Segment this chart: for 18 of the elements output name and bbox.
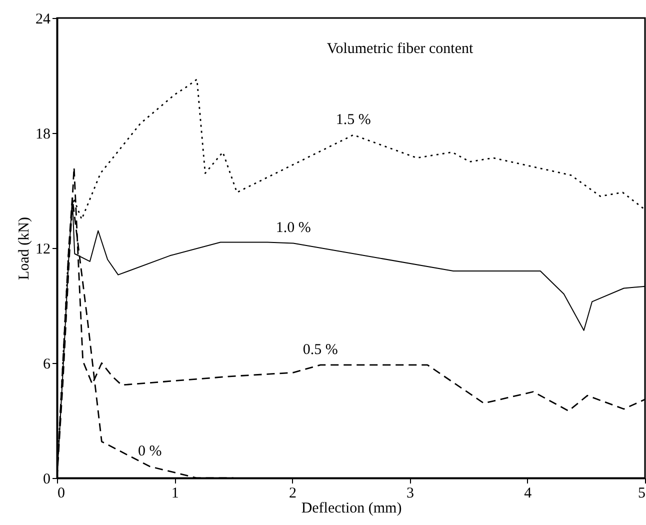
x-axis-title: Deflection (mm) <box>301 500 402 516</box>
x-tick-label: 3 <box>406 486 414 502</box>
series-label: 0.5 % <box>302 342 338 358</box>
series-label: 1.5 % <box>336 112 371 128</box>
x-tick-label: 4 <box>524 486 532 502</box>
x-tick-label: 2 <box>288 486 296 502</box>
series-label: 1.0 % <box>276 220 311 236</box>
y-tick-label: 18 <box>36 126 50 142</box>
y-tick-label: 6 <box>43 356 51 372</box>
x-tick-label: 0 <box>58 486 65 502</box>
y-tick-label: 24 <box>36 12 51 28</box>
y-axis-title: Load (kN) <box>16 217 32 280</box>
series-label: 0 % <box>138 444 162 460</box>
x-tick-label: 5 <box>638 486 646 502</box>
annotation: Volumetric fiber content <box>326 41 474 57</box>
x-tick-label: 1 <box>171 486 179 502</box>
y-tick-label: 12 <box>36 242 50 258</box>
y-tick-label: 0 <box>43 472 50 488</box>
